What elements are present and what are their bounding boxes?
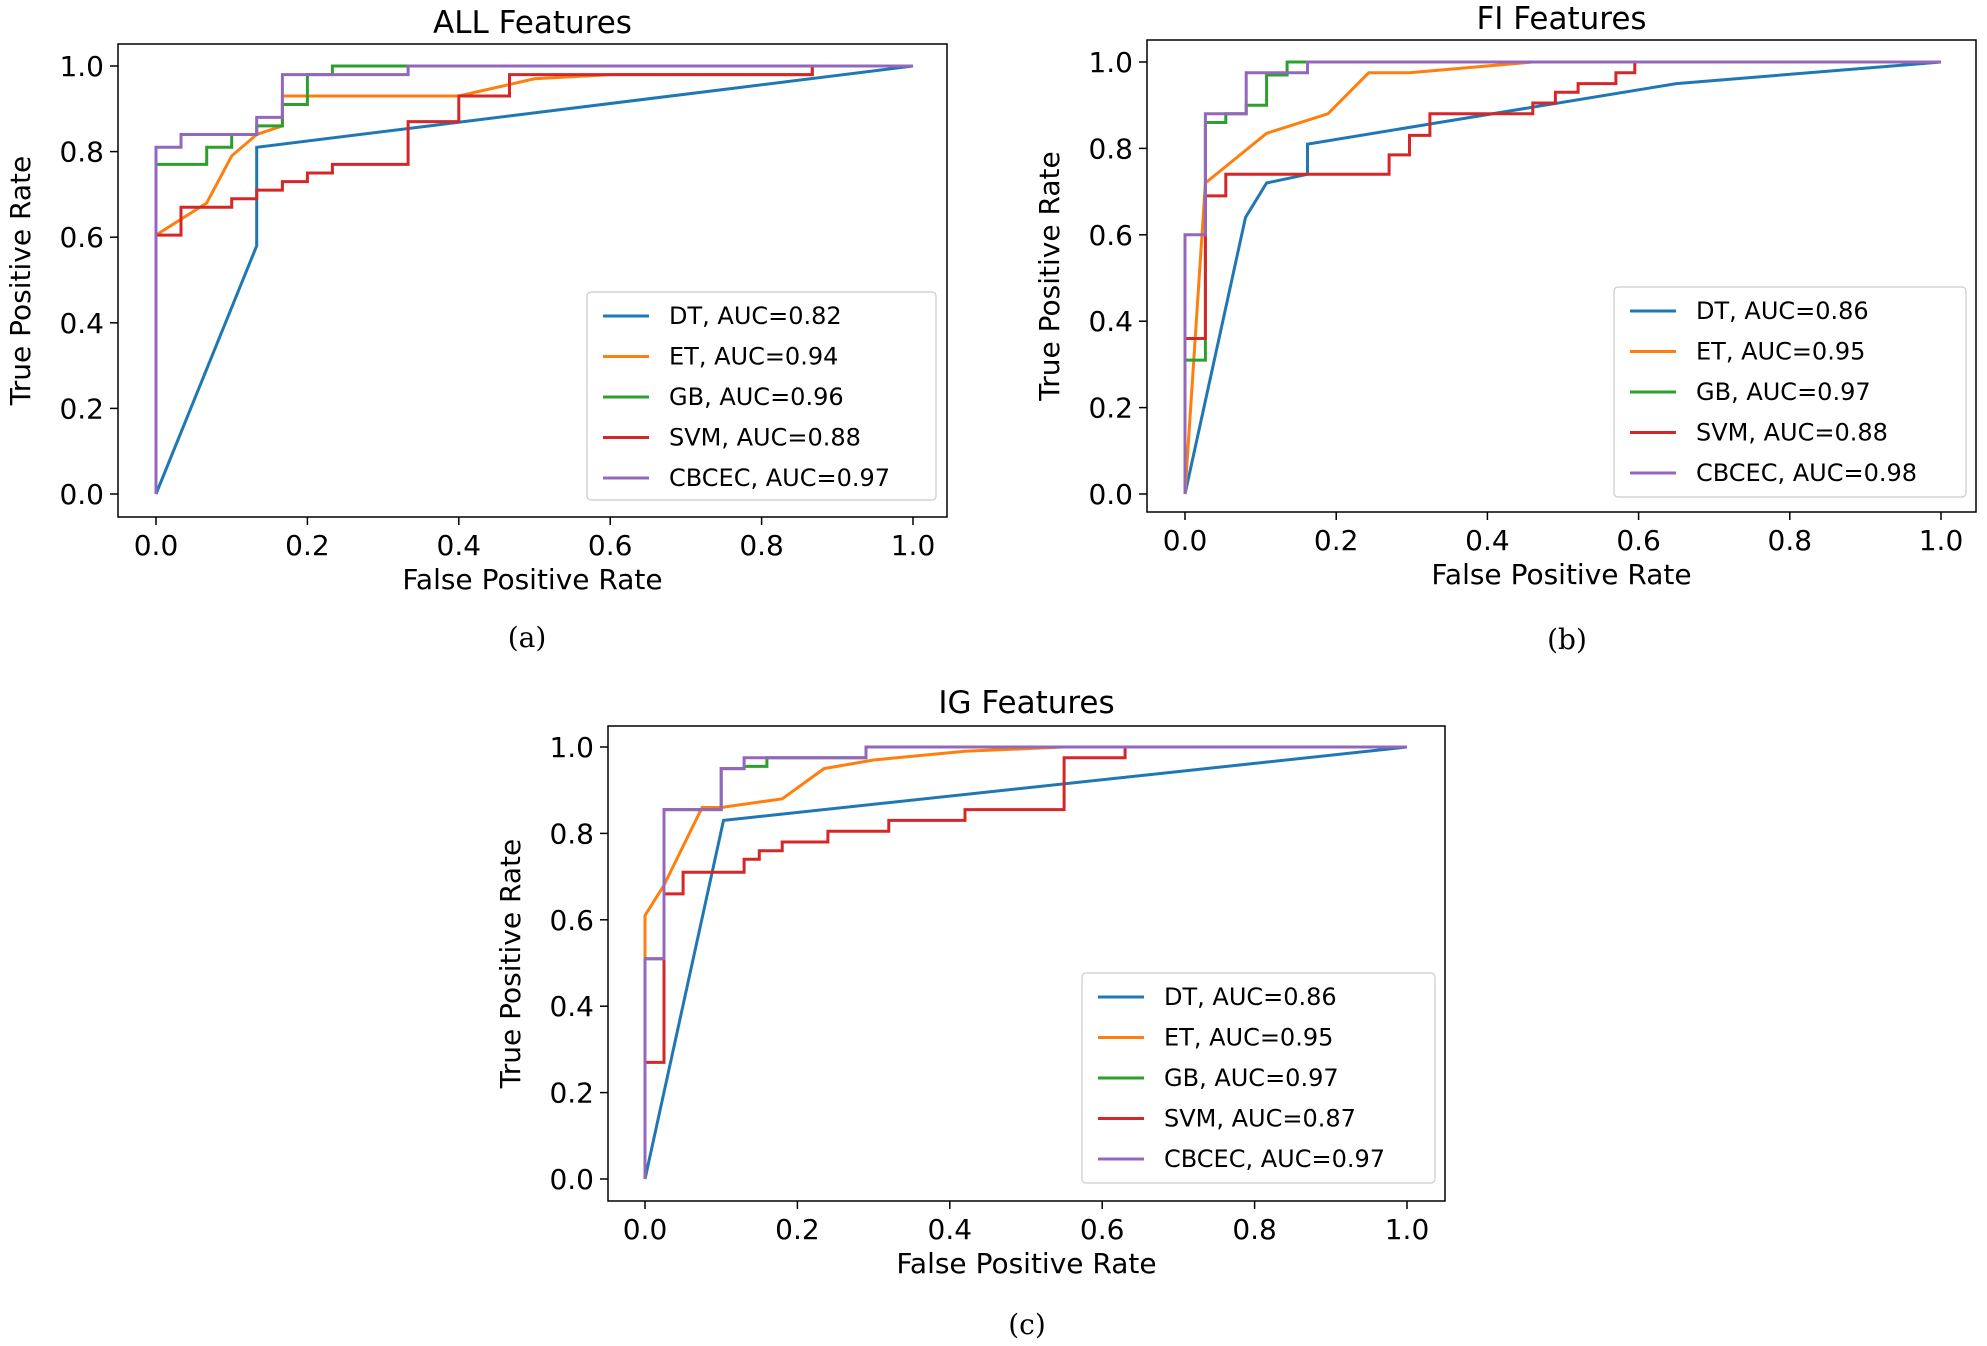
roc-line-svm <box>154 64 913 494</box>
roc-line-et <box>643 745 1407 1179</box>
x-tick-label: 0.8 <box>1232 1213 1277 1246</box>
caption-a: (a) <box>508 621 547 654</box>
panel-title: FI Features <box>1476 1 1646 37</box>
x-axis-label: False Positive Rate <box>1431 558 1691 591</box>
x-tick-label: 0.6 <box>588 529 633 562</box>
y-tick-label: 0.4 <box>1088 305 1133 338</box>
legend-label-et: ET, AUC=0.95 <box>1696 338 1865 366</box>
series-group <box>154 64 914 495</box>
x-tick-label: 0.2 <box>1314 524 1359 557</box>
x-tick-label: 1.0 <box>1919 524 1964 557</box>
x-tick-label: 0.4 <box>437 529 482 562</box>
legend-box <box>1081 972 1436 1184</box>
y-tick-label: 0.4 <box>59 307 104 340</box>
roc-line-et <box>1183 60 1941 495</box>
plot-frame <box>1146 39 1977 513</box>
legend: DT, AUC=0.86 ET, AUC=0.95 GB, AUC=0.97 SVM,… <box>1081 972 1436 1184</box>
roc-line-dt <box>643 745 1408 1180</box>
y-tick-label: 1.0 <box>1088 46 1133 79</box>
y-tick-label: 0.8 <box>1088 132 1133 165</box>
plot-frame <box>117 43 948 518</box>
x-tick-label: 0.8 <box>739 529 784 562</box>
y-axis-label: True Positive Rate <box>494 839 527 1089</box>
legend-label-cbcec: CBCEC, AUC=0.98 <box>1696 459 1917 487</box>
x-tick-label: 1.0 <box>891 529 936 562</box>
legend-box <box>1613 286 1967 498</box>
legend-label-et: ET, AUC=0.94 <box>669 343 838 371</box>
x-tick-label: 0.0 <box>1163 524 1208 557</box>
legend-label-gb: GB, AUC=0.97 <box>1164 1064 1339 1092</box>
legend-label-dt: DT, AUC=0.86 <box>1696 297 1869 325</box>
roc-panel-c: IG Features 0.0 0.2 0.4 0.6 0.8 1.0 0.0 0.2 0.4 0.… <box>494 685 1446 1280</box>
x-tick-label: 0.2 <box>285 529 330 562</box>
series-group <box>643 745 1408 1180</box>
roc-line-cbcec <box>154 64 913 494</box>
legend-label-dt: DT, AUC=0.82 <box>669 302 842 330</box>
x-tick-label: 0.0 <box>134 529 179 562</box>
roc-line-svm <box>1183 60 1941 494</box>
y-axis-label: True Positive Rate <box>4 156 37 406</box>
y-tick-label: 0.2 <box>1088 392 1133 425</box>
roc-line-svm <box>643 745 1407 1179</box>
roc-line-cbcec <box>1183 60 1941 494</box>
legend: DT, AUC=0.86 ET, AUC=0.95 GB, AUC=0.97 SVM,… <box>1613 286 1967 498</box>
y-tick-label: 0.0 <box>1088 478 1133 511</box>
y-tick-label: 0.4 <box>549 990 594 1023</box>
y-tick-label: 0.6 <box>1088 219 1133 252</box>
y-axis-label: True Positive Rate <box>1033 151 1066 401</box>
caption-c: (c) <box>1008 1308 1046 1341</box>
x-tick-label: 0.2 <box>775 1213 820 1246</box>
y-tick-label: 0.8 <box>59 136 104 169</box>
legend-label-gb: GB, AUC=0.97 <box>1696 378 1871 406</box>
roc-line-cbcec <box>643 745 1407 1179</box>
legend-label-gb: GB, AUC=0.96 <box>669 383 844 411</box>
legend-label-et: ET, AUC=0.95 <box>1164 1024 1333 1052</box>
y-tick-label: 0.6 <box>59 221 104 254</box>
legend-box <box>586 291 937 501</box>
series-group <box>1183 60 1942 495</box>
y-tick-label: 0.6 <box>549 904 594 937</box>
y-tick-label: 0.0 <box>59 478 104 511</box>
x-tick-label: 1.0 <box>1385 1213 1430 1246</box>
x-tick-label: 0.4 <box>928 1213 973 1246</box>
panel-title: ALL Features <box>433 5 632 41</box>
legend-label-svm: SVM, AUC=0.88 <box>669 424 861 452</box>
plot-frame <box>607 725 1446 1202</box>
x-tick-label: 0.4 <box>1465 524 1510 557</box>
x-tick-label: 0.6 <box>1616 524 1661 557</box>
x-tick-label: 0.8 <box>1768 524 1813 557</box>
y-tick-label: 0.8 <box>549 817 594 850</box>
legend-label-dt: DT, AUC=0.86 <box>1164 983 1337 1011</box>
panel-title: IG Features <box>938 685 1114 721</box>
legend-label-svm: SVM, AUC=0.88 <box>1696 419 1888 447</box>
y-tick-label: 0.0 <box>549 1163 594 1196</box>
legend-label-svm: SVM, AUC=0.87 <box>1164 1105 1356 1133</box>
roc-panel-b: FI Features 0.0 0.2 0.4 0.6 0.8 1.0 0.0 0.2 0.4 0.… <box>1033 1 1977 591</box>
x-tick-label: 0.6 <box>1080 1213 1125 1246</box>
y-tick-label: 1.0 <box>549 731 594 764</box>
y-tick-label: 1.0 <box>59 50 104 83</box>
y-tick-label: 0.2 <box>59 392 104 425</box>
legend-label-cbcec: CBCEC, AUC=0.97 <box>669 464 890 492</box>
roc-panel-a: ALL Features 0.0 0.2 0.4 0.6 0.8 1.0 0.0 0.2 0.4 0… <box>4 5 948 596</box>
x-tick-label: 0.0 <box>623 1213 668 1246</box>
y-tick-label: 0.2 <box>549 1077 594 1110</box>
caption-b: (b) <box>1547 623 1587 656</box>
legend-label-cbcec: CBCEC, AUC=0.97 <box>1164 1145 1385 1173</box>
legend: DT, AUC=0.82 ET, AUC=0.94 GB, AUC=0.96 SVM,… <box>586 291 937 501</box>
x-axis-label: False Positive Rate <box>896 1247 1156 1280</box>
x-axis-label: False Positive Rate <box>402 563 662 596</box>
